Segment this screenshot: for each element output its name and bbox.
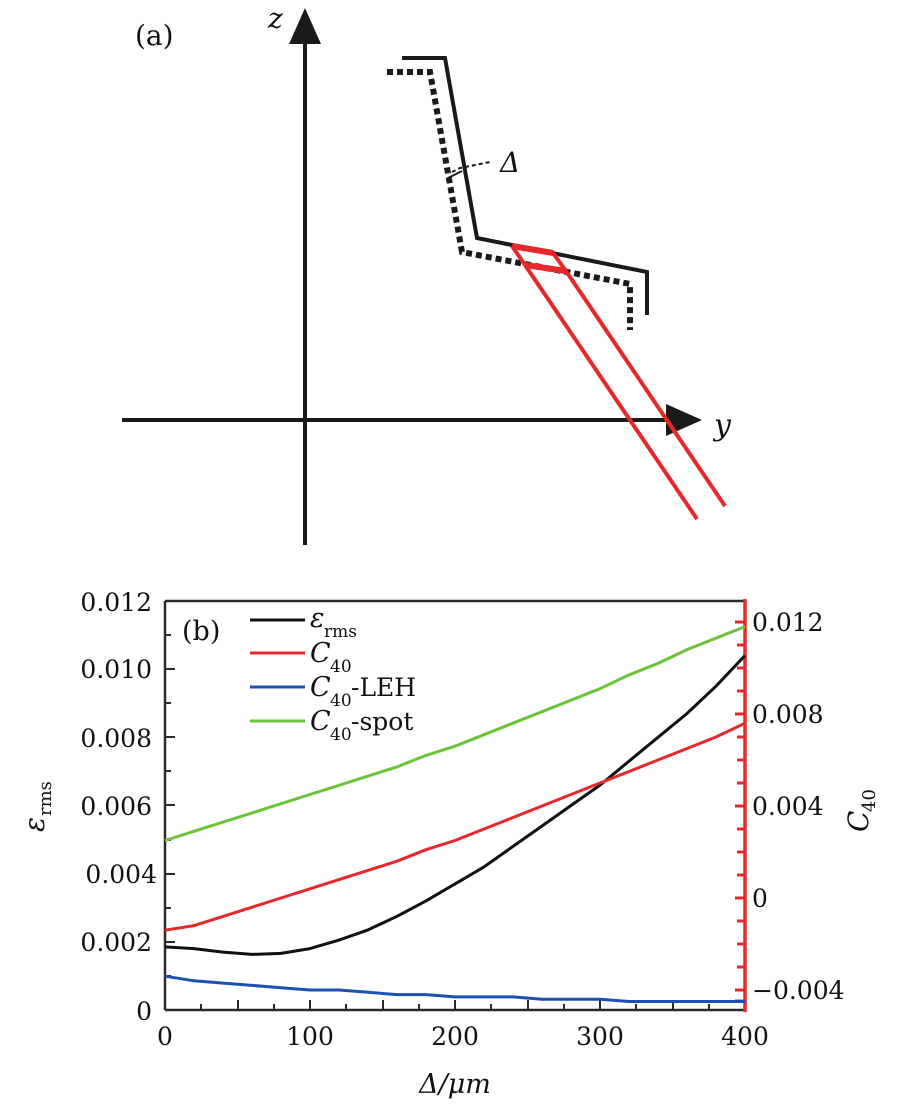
left-tick-label: 0.006 <box>80 792 152 821</box>
panel-a-label: (a) <box>135 19 174 52</box>
left-tick-labels: 0 0.002 0.004 0.006 0.008 0.010 0.012 <box>80 588 157 1026</box>
right-tick-label: 0.012 <box>752 608 824 637</box>
dashed-profile <box>387 69 633 330</box>
series-c40-leh <box>164 974 745 1003</box>
series-layer <box>164 625 747 1003</box>
solid-profile <box>402 56 649 315</box>
legend: ε rms C 40 C 40 -LEH C 40 -spot <box>250 603 416 745</box>
svg-text:40: 40 <box>330 691 352 711</box>
series-c40-spot <box>164 625 746 842</box>
legend-item-c40: C 40 <box>250 638 352 677</box>
x-axis-label: Δ/μm <box>418 1069 491 1100</box>
left-tick-label: 0.010 <box>80 655 152 684</box>
svg-text:40: 40 <box>330 725 352 745</box>
svg-text:C: C <box>310 672 331 703</box>
svg-text:C: C <box>842 811 875 832</box>
left-ticks <box>165 634 175 1011</box>
left-tick-label: 0.004 <box>85 860 157 889</box>
right-axis-label: C 40 <box>842 789 880 832</box>
panel-a: (a) z y Δ <box>122 2 732 545</box>
left-tick-label: 0 <box>136 997 152 1026</box>
panel-b-label: (b) <box>182 616 220 647</box>
delta-marker <box>447 170 463 179</box>
svg-text:40: 40 <box>859 789 880 812</box>
svg-text:ε: ε <box>310 603 325 634</box>
svg-text:ε: ε <box>18 817 51 832</box>
svg-text:-LEH: -LEH <box>351 673 416 702</box>
left-tick-label: 0.002 <box>80 928 152 957</box>
legend-item-erms: ε rms <box>250 603 357 642</box>
series-c40 <box>164 721 746 932</box>
series--rms <box>164 654 747 956</box>
x-tick-labels: 0 100 200 300 400 <box>157 1022 769 1051</box>
left-tick-label: 0.012 <box>80 588 152 617</box>
z-axis-label: z <box>267 2 283 35</box>
right-tick-label: 0 <box>752 884 768 913</box>
left-tick-label: 0.008 <box>80 724 152 753</box>
delta-label: Δ <box>499 146 520 179</box>
laser-beams <box>510 243 727 521</box>
svg-text:-spot: -spot <box>351 707 413 736</box>
right-tick-labels: −0.004 0 0.004 0.008 0.012 <box>752 608 845 1005</box>
delta-leader <box>451 161 491 173</box>
legend-item-c40-spot: C 40 -spot <box>250 706 413 745</box>
right-ticks <box>735 620 745 1003</box>
svg-text:rms: rms <box>324 622 357 642</box>
svg-text:rms: rms <box>35 781 56 816</box>
x-tick-label: 0 <box>157 1022 173 1051</box>
x-tick-label: 200 <box>431 1022 479 1051</box>
svg-text:40: 40 <box>330 657 352 677</box>
right-tick-label: −0.004 <box>752 976 845 1005</box>
right-tick-label: 0.008 <box>752 700 824 729</box>
panel-b: 0 0.002 0.004 0.006 0.008 0.010 0.012 −0… <box>18 588 880 1100</box>
svg-text:C: C <box>310 706 331 737</box>
y-axis-label: y <box>712 408 732 443</box>
x-tick-label: 300 <box>576 1022 624 1051</box>
legend-item-c40-leh: C 40 -LEH <box>250 672 416 711</box>
x-tick-label: 100 <box>286 1022 334 1051</box>
right-tick-label: 0.004 <box>752 792 824 821</box>
left-axis-label: ε rms <box>18 781 56 832</box>
x-tick-label: 400 <box>721 1022 769 1051</box>
svg-text:C: C <box>310 638 331 669</box>
